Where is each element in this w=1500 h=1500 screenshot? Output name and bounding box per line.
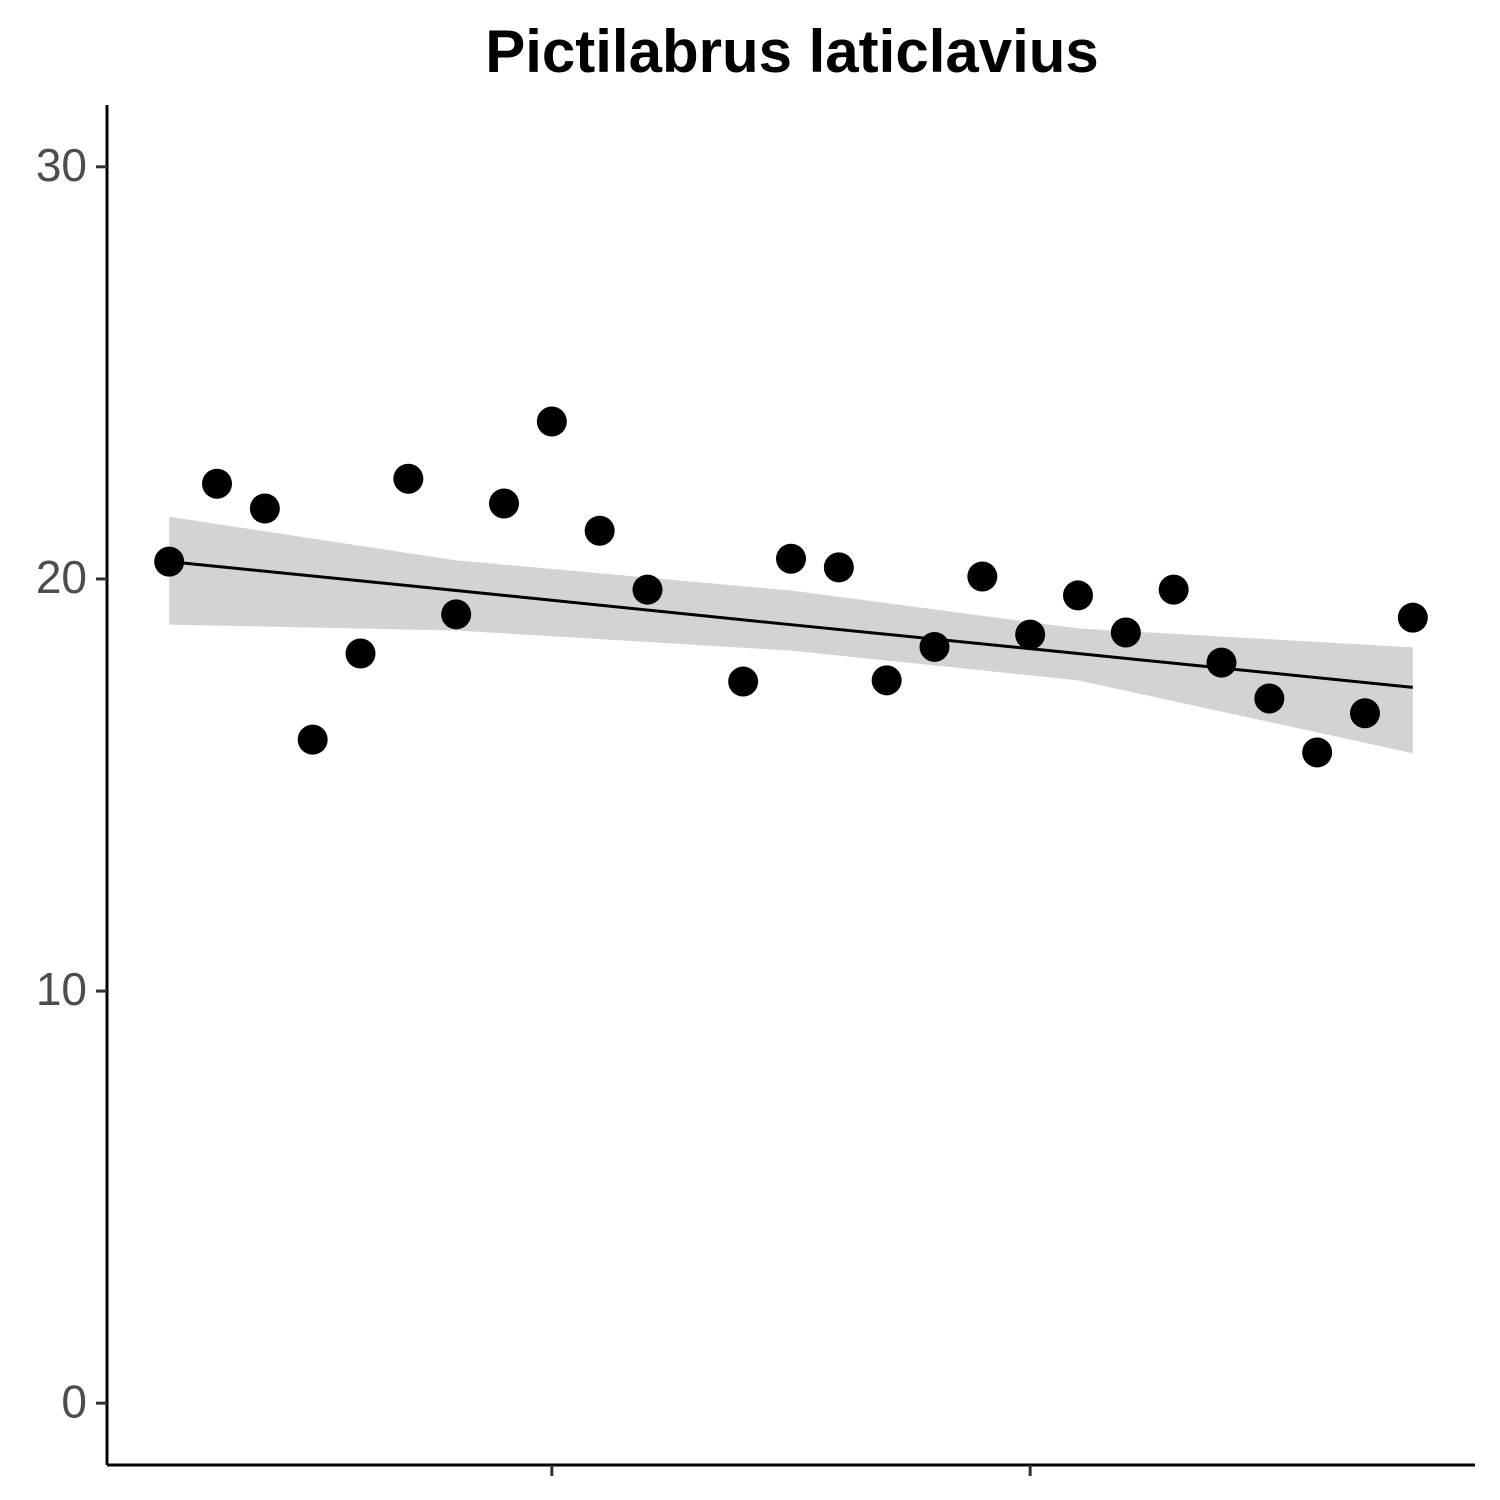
point: [1302, 737, 1333, 768]
point: [1349, 698, 1380, 729]
point: [1397, 602, 1428, 633]
point: [871, 665, 902, 696]
point: [967, 561, 998, 592]
point: [584, 515, 615, 546]
fit-line: [169, 560, 1413, 689]
point: [536, 406, 567, 437]
point: [393, 463, 424, 494]
point: [441, 599, 472, 630]
point: [297, 724, 328, 755]
point: [1254, 683, 1285, 714]
confidence-band: [169, 516, 1413, 754]
y-tick-label: 30: [36, 139, 87, 191]
point: [776, 543, 806, 574]
point: [1206, 647, 1237, 678]
point: [823, 552, 854, 583]
y-tick-label: 10: [36, 963, 87, 1015]
point: [345, 638, 376, 669]
chart-title: Pictilabrus laticlavius: [485, 18, 1099, 85]
point: [728, 666, 759, 697]
point: [1062, 580, 1093, 611]
point: [202, 468, 233, 499]
point: [1110, 617, 1141, 648]
point: [1015, 619, 1046, 650]
y-tick-label: 0: [61, 1375, 87, 1427]
y-tick-label: 20: [36, 551, 87, 603]
point: [154, 546, 185, 577]
point: [632, 574, 663, 605]
point: [249, 493, 280, 524]
point: [1158, 574, 1189, 605]
point: [489, 488, 520, 519]
point: [919, 631, 950, 662]
